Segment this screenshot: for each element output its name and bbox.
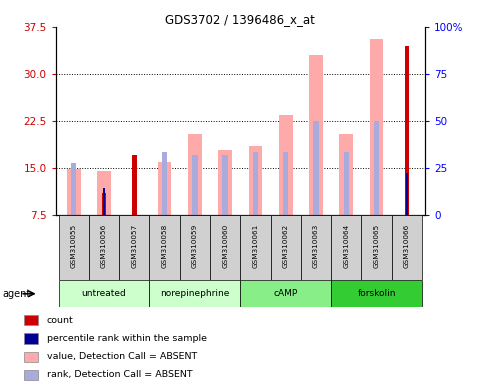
- Text: value, Detection Call = ABSENT: value, Detection Call = ABSENT: [47, 352, 197, 361]
- Bar: [67, 169, 81, 215]
- Bar: [218, 151, 232, 215]
- Bar: [241, 215, 270, 280]
- Bar: [97, 171, 111, 215]
- Bar: [223, 156, 228, 215]
- Text: GSM310058: GSM310058: [162, 224, 168, 268]
- Bar: [103, 188, 105, 215]
- Bar: [374, 121, 379, 215]
- Bar: [392, 215, 422, 280]
- Bar: [270, 215, 301, 280]
- Bar: [149, 280, 241, 307]
- Bar: [249, 146, 262, 215]
- Bar: [24, 315, 38, 325]
- Bar: [192, 156, 198, 215]
- Bar: [340, 134, 353, 215]
- Text: GSM310057: GSM310057: [131, 224, 137, 268]
- Bar: [331, 215, 361, 280]
- Bar: [132, 156, 137, 215]
- Bar: [58, 280, 149, 307]
- Text: GSM310060: GSM310060: [222, 224, 228, 268]
- Bar: [210, 215, 241, 280]
- Bar: [241, 280, 331, 307]
- Text: GSM310066: GSM310066: [404, 224, 410, 268]
- Bar: [309, 55, 323, 215]
- Text: GSM310061: GSM310061: [253, 224, 258, 268]
- Bar: [24, 370, 38, 380]
- Text: forskolin: forskolin: [357, 289, 396, 298]
- Bar: [370, 40, 384, 215]
- Bar: [71, 163, 76, 215]
- Bar: [162, 152, 167, 215]
- Bar: [406, 173, 408, 215]
- Text: percentile rank within the sample: percentile rank within the sample: [47, 334, 207, 343]
- Text: untreated: untreated: [82, 289, 127, 298]
- Bar: [301, 215, 331, 280]
- Text: GSM310063: GSM310063: [313, 224, 319, 268]
- Bar: [149, 215, 180, 280]
- Text: GSM310056: GSM310056: [101, 224, 107, 268]
- Bar: [283, 152, 288, 215]
- Bar: [313, 121, 319, 215]
- Text: agent: agent: [2, 289, 30, 299]
- Bar: [279, 115, 293, 215]
- Text: rank, Detection Call = ABSENT: rank, Detection Call = ABSENT: [47, 371, 192, 379]
- Bar: [102, 193, 106, 215]
- Bar: [24, 352, 38, 362]
- Text: GSM310062: GSM310062: [283, 224, 289, 268]
- Text: cAMP: cAMP: [273, 289, 298, 298]
- Bar: [24, 333, 38, 344]
- Bar: [405, 46, 409, 215]
- Title: GDS3702 / 1396486_x_at: GDS3702 / 1396486_x_at: [165, 13, 315, 26]
- Bar: [253, 152, 258, 215]
- Text: GSM310065: GSM310065: [373, 224, 380, 268]
- Bar: [180, 215, 210, 280]
- Bar: [331, 280, 422, 307]
- Bar: [343, 152, 349, 215]
- Bar: [188, 134, 202, 215]
- Bar: [89, 215, 119, 280]
- Text: GSM310055: GSM310055: [71, 224, 77, 268]
- Bar: [158, 162, 171, 215]
- Text: GSM310064: GSM310064: [343, 224, 349, 268]
- Text: norepinephrine: norepinephrine: [160, 289, 229, 298]
- Bar: [361, 215, 392, 280]
- Text: GSM310059: GSM310059: [192, 224, 198, 268]
- Bar: [119, 215, 149, 280]
- Bar: [58, 215, 89, 280]
- Text: count: count: [47, 316, 73, 324]
